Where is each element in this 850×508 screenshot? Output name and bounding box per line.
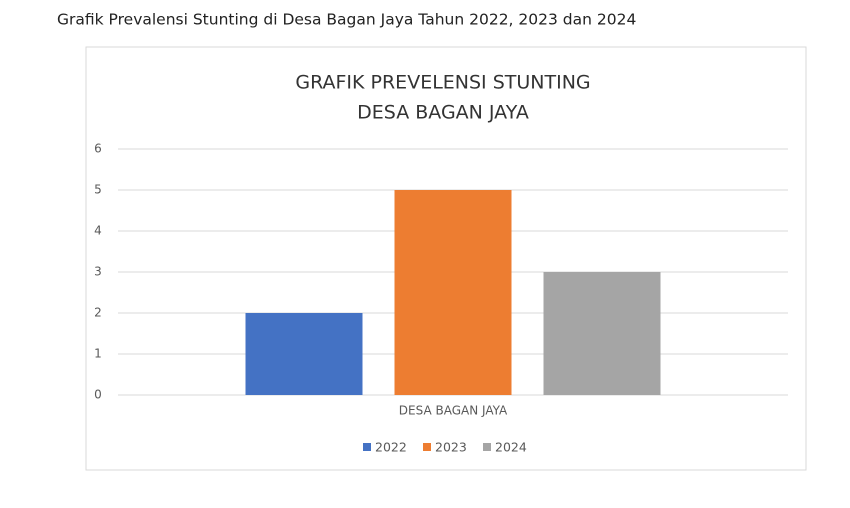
legend-swatch (483, 443, 491, 451)
y-tick-label: 5 (94, 183, 102, 197)
y-tick-label: 6 (94, 142, 102, 156)
bar (245, 313, 363, 395)
y-tick-label: 3 (94, 265, 102, 279)
legend-label: 2024 (495, 440, 527, 455)
chart-title: DESA BAGAN JAYA (357, 102, 529, 124)
y-tick-label: 0 (94, 388, 102, 402)
y-tick-label: 4 (94, 224, 102, 238)
y-tick-label: 2 (94, 306, 102, 320)
legend-label: 2023 (435, 440, 467, 455)
chart-title: GRAFIK PREVELENSI STUNTING (295, 72, 590, 94)
bar (543, 272, 661, 395)
bar (394, 190, 512, 395)
legend-label: 2022 (375, 440, 407, 455)
legend-swatch (363, 443, 371, 451)
y-tick-label: 1 (94, 347, 102, 361)
x-tick-label: DESA BAGAN JAYA (399, 404, 508, 418)
caption: Grafik Prevalensi Stunting di Desa Bagan… (57, 11, 636, 29)
legend-swatch (423, 443, 431, 451)
